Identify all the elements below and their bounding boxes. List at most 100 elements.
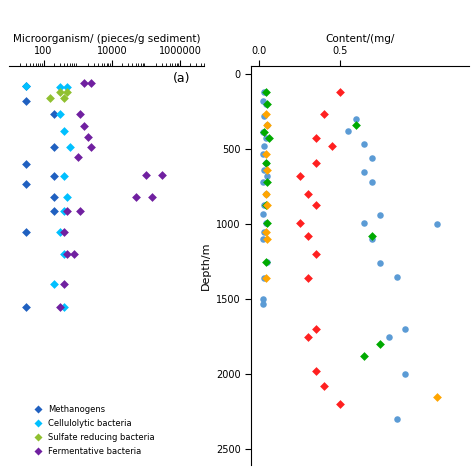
Point [50,144,58,151]
Point [56,110,64,118]
Point [369,178,376,186]
Point [264,100,271,108]
Point [352,121,360,129]
Point [50,207,58,214]
Point [22,97,29,105]
Point [377,259,384,267]
Point [265,135,273,142]
Point [352,115,360,123]
Point [401,326,409,333]
Point [361,219,368,227]
Point [88,79,95,87]
Point [336,88,344,96]
Point [22,160,29,168]
Point [132,193,139,201]
Point [304,274,311,282]
Point [262,228,270,236]
Point [262,274,270,282]
Point [304,232,311,240]
Point [262,150,270,157]
Point [148,193,155,201]
Point [312,201,319,209]
Point [50,281,58,288]
Point [320,110,328,118]
Point [22,82,29,90]
Point [433,220,441,228]
Point [320,383,328,390]
Point [377,340,384,348]
Point [262,110,270,118]
Point [259,128,266,136]
Point [260,166,268,174]
Point [64,207,71,214]
Point [369,154,376,162]
Point [369,236,376,243]
Point [158,171,166,178]
Point [260,142,268,150]
Point [262,190,270,198]
Point [80,79,88,87]
Point [264,201,271,209]
Point [361,141,368,148]
Point [262,258,270,265]
Point [312,367,319,375]
Point [84,133,92,141]
Point [259,97,266,105]
Point [328,142,336,150]
Point [64,250,71,258]
Point [60,228,68,236]
Point [361,353,368,360]
Y-axis label: Depth/m: Depth/m [201,241,210,290]
Point [312,326,319,333]
Point [262,219,270,227]
Point [260,112,268,120]
Point [77,110,84,118]
Point [393,273,401,281]
Point [260,201,268,209]
X-axis label: Microorganism/ (pieces/g sediment): Microorganism/ (pieces/g sediment) [13,34,201,44]
Point [56,303,64,310]
Point [260,228,268,236]
Point [296,219,303,227]
Point [142,171,150,178]
Point [50,172,58,180]
Point [60,250,68,258]
Point [50,193,58,201]
Point [260,128,268,136]
Point [56,228,64,236]
Point [385,333,392,341]
Point [60,94,68,102]
Point [80,123,88,130]
Point [369,232,376,240]
Point [66,144,74,151]
Point [60,303,68,310]
Point [262,100,270,108]
Point [260,88,268,96]
Point [312,250,319,258]
Point [264,121,271,129]
Point [304,190,311,198]
Point [336,401,344,408]
Point [262,135,270,142]
Point [262,159,270,166]
Point [77,207,84,214]
Point [22,228,29,236]
Text: (a): (a) [173,73,190,85]
Point [259,300,266,308]
Point [401,371,409,378]
Point [312,159,319,166]
Point [264,219,271,227]
Point [74,153,82,160]
Point [259,178,266,186]
Point [260,274,268,282]
Point [259,210,266,218]
Point [262,201,270,209]
Point [259,150,266,157]
Point [312,135,319,142]
Point [264,258,271,265]
Point [304,333,311,341]
Point [264,236,271,243]
Legend: Methanogens, Cellulolytic bacteria, Sulfate reducing bacteria, Fermentative bact: Methanogens, Cellulolytic bacteria, Sulf… [29,405,155,456]
Point [264,178,271,186]
Point [393,416,401,423]
